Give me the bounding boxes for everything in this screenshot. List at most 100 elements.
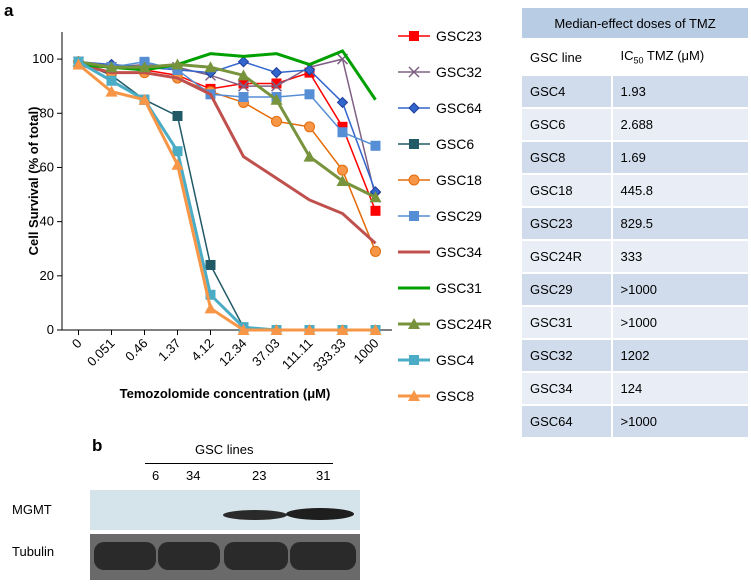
y-tick-label: 100 [32,51,54,66]
x-tick-label: 37.03 [249,336,283,370]
marker [106,75,117,86]
blot-image [90,490,360,580]
legend-label: GSC23 [436,28,482,44]
table-cell: GSC18 [522,174,613,208]
header-cell: GSC line [522,39,613,76]
band [224,542,288,570]
y-tick-label: 60 [40,159,54,174]
table-row: GSC24R 333 [522,240,750,274]
table-cell: GSC23 [522,207,613,241]
table-cell: 124 [611,372,750,406]
table-cell: GSC24R [522,240,613,274]
marker [409,355,419,365]
table-cell: 829.5 [611,207,750,241]
table-cell: GSC32 [522,339,613,373]
table-row: GSC18 445.8 [522,174,750,208]
table-cell: 333 [611,240,750,274]
band [290,542,356,570]
x-tick-label: 4.12 [188,336,217,365]
legend-label: GSC6 [436,136,474,152]
table-row: GSC29 >1000 [522,273,750,307]
marker [205,259,216,270]
marker [408,318,420,329]
table-cell: >1000 [611,405,750,439]
ic50-table: Median-effect doses of TMZ GSC line IC50… [522,8,750,439]
legend-label: GSC29 [436,208,482,224]
lane-label: 6 [152,468,160,483]
marker [336,175,349,186]
marker [172,146,183,157]
table-row: GSC23 829.5 [522,207,750,241]
marker [336,96,349,109]
marker [270,66,283,79]
marker [237,324,250,335]
table-cell: GSC4 [522,75,613,109]
marker [304,89,315,100]
table-cell: GSC8 [522,141,613,175]
marker [408,102,420,114]
series-line [78,49,377,101]
row-label: Tubulin [12,544,55,559]
header-text: TMZ (μM) [643,48,705,64]
marker [270,324,283,335]
table-cell: GSC64 [522,405,613,439]
marker [138,61,151,73]
marker [138,93,151,105]
legend-label: GSC24R [436,316,492,332]
marker [337,164,348,176]
marker [408,174,420,186]
legend-label: GSC64 [436,100,482,116]
band [158,542,220,570]
marker [237,56,250,68]
table-cell: 1.93 [611,75,750,109]
marker [303,64,316,76]
marker [271,78,282,89]
band [94,542,156,570]
row-label: MGMT [12,502,52,517]
lane-label: 34 [186,468,201,483]
x-axis-label: Temozolomide concentration (μM) [120,386,331,401]
legend-label: GSC31 [436,280,482,296]
band [286,508,354,520]
marker [271,115,282,127]
marker [238,78,249,89]
table-row: GSC8 1.69 [522,141,750,175]
panel-label: b [92,436,103,455]
marker [105,85,118,97]
chart: a Temozolomide concentration (μM) Cell S… [4,1,492,404]
series-line [78,63,377,245]
marker [337,121,348,132]
legend-label: GSC34 [436,244,482,260]
series-line [77,60,376,332]
x-tick-label: 333.33 [310,336,349,375]
table-cell: 1202 [611,339,750,373]
marker [72,58,85,70]
table-cell: GSC34 [522,372,613,406]
series-line [78,61,376,147]
panel-label: a [4,1,14,20]
table-row: GSC6 2.688 [522,108,750,142]
marker [237,80,250,92]
legend-label: GSC8 [436,388,474,404]
header-subscript: 50 [633,55,644,66]
table-cell: GSC29 [522,273,613,307]
lane-label: 31 [316,468,331,483]
marker [408,390,420,401]
marker [369,324,382,335]
marker [270,80,283,92]
group-bracket [145,463,333,464]
group-label: GSC lines [195,442,254,457]
marker [171,158,184,170]
marker [337,127,348,138]
table-cell: >1000 [611,306,750,340]
x-tick-label: 0.051 [84,336,118,370]
marker [237,69,250,81]
table-row: GSC4 1.93 [522,75,750,109]
marker [172,64,183,75]
header-text: IC [620,48,634,64]
series-line [78,60,377,199]
legend-label: GSC4 [436,352,474,368]
marker [204,61,217,73]
marker [204,302,217,314]
